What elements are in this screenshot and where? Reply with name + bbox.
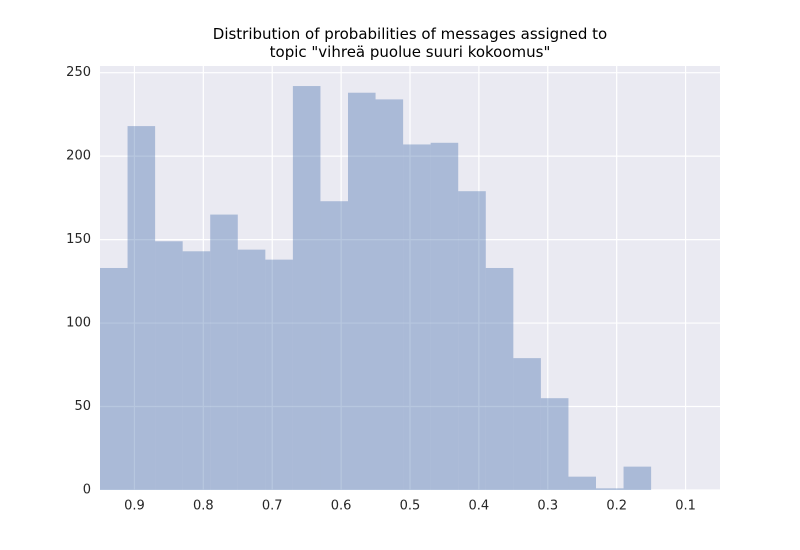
chart-title: Distribution of probabilities of message…	[213, 25, 607, 61]
x-tick-label: 0.1	[675, 499, 696, 514]
x-tick-label: 0.3	[537, 499, 558, 514]
y-tick-label: 0	[83, 483, 91, 498]
x-tick-label: 0.6	[331, 499, 352, 514]
bar	[127, 126, 156, 491]
bar	[237, 249, 266, 490]
x-tick-label: 0.7	[262, 499, 283, 514]
bar	[210, 214, 238, 490]
bar	[430, 142, 459, 490]
x-tick-label: 0.4	[469, 499, 490, 514]
bar	[182, 251, 211, 490]
y-tick-label: 150	[66, 232, 91, 247]
bar	[485, 267, 514, 490]
y-tick-label: 50	[74, 399, 91, 414]
y-tick-label: 100	[66, 316, 91, 331]
bar	[292, 86, 321, 490]
bar	[375, 99, 404, 490]
bar	[265, 259, 293, 490]
x-tick-label: 0.9	[124, 499, 145, 514]
x-tick-label: 0.8	[193, 499, 214, 514]
bar	[155, 241, 183, 490]
bar	[100, 267, 128, 490]
bar	[458, 191, 486, 491]
bar	[596, 488, 624, 490]
y-tick-label: 200	[66, 149, 91, 164]
bar	[568, 476, 596, 490]
bar	[513, 358, 541, 490]
x-tick-label: 0.2	[606, 499, 627, 514]
bar	[623, 466, 652, 490]
y-tick-label: 250	[66, 65, 91, 80]
x-tick-label: 0.5	[400, 499, 421, 514]
bar	[540, 398, 569, 490]
bar	[348, 92, 376, 490]
bar	[403, 144, 431, 490]
bar	[320, 201, 348, 491]
